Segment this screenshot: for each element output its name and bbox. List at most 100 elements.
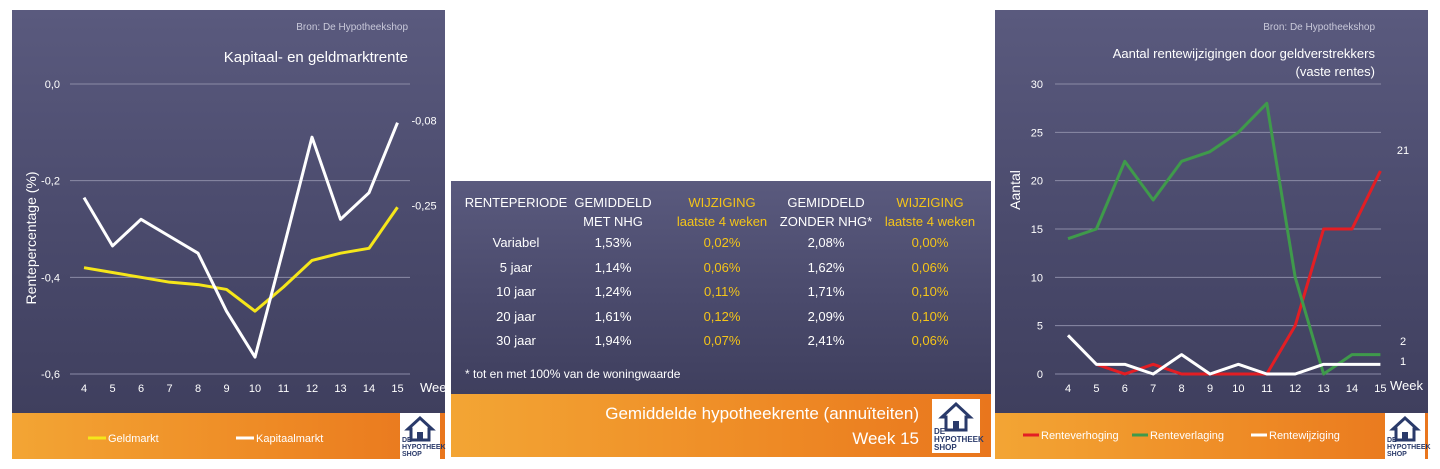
left-x-tick: 8 xyxy=(195,383,201,395)
left-x-tick: 5 xyxy=(109,383,115,395)
right-y-tick: 20 xyxy=(1031,176,1043,188)
right-x-axis-label: Week xyxy=(1390,378,1423,393)
right-x-tick: 9 xyxy=(1207,383,1213,395)
right-x-tick: 5 xyxy=(1093,383,1099,395)
table-cell: 0,12% xyxy=(703,308,741,324)
table-cell: 1,61% xyxy=(594,308,632,324)
right-chart-title: Aantal rentewijzigingen door geldverstre… xyxy=(1113,46,1376,61)
right-series-renteverhoging xyxy=(1095,170,1382,376)
table-cell: 1,71% xyxy=(807,284,845,299)
mortgage-banner: Gemiddelde hypotheekrente (annuïteiten) … xyxy=(451,394,991,457)
right-series-rentewijziging xyxy=(1066,334,1381,376)
table-cell: 2,08% xyxy=(807,235,845,250)
rate-changes-chart: Bron: De Hypotheekshop Aantal rentewijzi… xyxy=(1007,22,1423,395)
right-end-label-rentewijziging: 1 xyxy=(1400,356,1406,368)
table-header: GEMIDDELD xyxy=(787,195,865,210)
left-x-axis-label: Week xyxy=(420,380,445,395)
table-cell: 0,11% xyxy=(704,284,740,299)
table-header: WIJZIGING xyxy=(688,195,756,210)
right-x-tick: 10 xyxy=(1232,383,1244,395)
table-cell: 0,06% xyxy=(703,259,741,275)
table-cell: 1,62% xyxy=(807,259,845,275)
banner-title: Gemiddelde hypotheekrente (annuïteiten) xyxy=(605,404,919,423)
right-chart-subtitle: (vaste rentes) xyxy=(1296,64,1375,79)
right-end-label-renteverlaging: 2 xyxy=(1400,336,1406,348)
left-source: Bron: De Hypotheekshop xyxy=(296,22,408,33)
left-x-tick: 9 xyxy=(223,383,229,395)
right-x-tick: 15 xyxy=(1374,383,1386,395)
left-y-axis-label: Rentepercentage (%) xyxy=(23,171,39,304)
right-x-tick: 4 xyxy=(1065,383,1071,395)
left-legend-bar: Geldmarkt Kapitaalmarkt xyxy=(12,413,445,459)
right-x-tick: 8 xyxy=(1179,383,1185,395)
table-cell: 1,24% xyxy=(594,284,632,299)
left-x-tick: 6 xyxy=(138,383,144,395)
left-chart-panel: Bron: De Hypotheekshop Kapitaal- en geld… xyxy=(12,10,445,413)
mortgage-rate-table: RENTEPERIODE GEMIDDELD MET NHG WIJZIGING laa… xyxy=(451,181,991,394)
left-y-tick: -0,4 xyxy=(41,272,60,284)
table-cell: 0,10% xyxy=(911,308,949,324)
right-y-tick: 0 xyxy=(1037,369,1043,381)
table-cell: 30 jaar xyxy=(496,333,536,348)
right-y-tick: 5 xyxy=(1037,321,1043,333)
table-header: WIJZIGING xyxy=(896,195,964,210)
right-x-tick: 14 xyxy=(1346,383,1358,395)
table-header: GEMIDDELD xyxy=(574,195,652,210)
left-y-tick: -0,6 xyxy=(41,369,60,381)
table-header-sub: laatste 4 weken xyxy=(884,214,976,229)
table-cell: 0,06% xyxy=(911,333,949,348)
capital-money-market-chart: Bron: De Hypotheekshop Kapitaal- en geld… xyxy=(23,22,445,395)
left-end-label-kapitaalmarkt: -0,08 xyxy=(412,116,437,128)
legend-renteverhoging-label: Renteverhoging xyxy=(1041,430,1119,442)
table-cell: 20 jaar xyxy=(496,308,536,324)
house-icon xyxy=(938,401,974,432)
table-cell: 1,53% xyxy=(594,235,632,250)
table-cell: 0,07% xyxy=(703,333,741,348)
right-end-label-renteverhoging: 21 xyxy=(1397,145,1409,157)
legend-renteverlaging-label: Renteverlaging xyxy=(1150,430,1224,442)
right-x-tick: 6 xyxy=(1122,383,1128,395)
logo-middle: DE HYPOTHEEK SHOP xyxy=(932,399,984,453)
left-x-tick: 14 xyxy=(363,383,375,395)
legend-kapitaalmarkt-label: Kapitaalmarkt xyxy=(256,433,323,445)
table-cell: 2,09% xyxy=(807,308,845,324)
right-y-tick: 25 xyxy=(1031,127,1043,139)
left-y-tick: -0,2 xyxy=(41,176,60,188)
table-header-sub: laatste 4 weken xyxy=(676,214,768,229)
legend-geldmarkt-label: Geldmarkt xyxy=(108,433,159,445)
table-header-sub: ZONDER NHG* xyxy=(779,214,873,229)
table-cell: 1,94% xyxy=(594,333,632,348)
left-x-tick: 7 xyxy=(166,383,172,395)
left-y-tick: 0,0 xyxy=(45,79,60,91)
left-x-tick: 10 xyxy=(249,383,261,395)
table-cell: 0,00% xyxy=(911,235,949,250)
table-cell: Variabel xyxy=(492,235,540,250)
left-x-tick: 11 xyxy=(278,383,289,395)
left-x-tick: 12 xyxy=(306,383,318,395)
right-y-tick: 15 xyxy=(1031,224,1043,236)
right-series-renteverlaging xyxy=(1067,101,1381,376)
right-x-tick: 13 xyxy=(1317,383,1329,395)
right-y-axis-label: Aantal xyxy=(1007,170,1023,210)
left-series-kapitaalmarkt xyxy=(82,122,399,359)
table-header: RENTEPERIODE xyxy=(464,195,568,210)
right-chart-panel: Bron: De Hypotheekshop Aantal rentewijzi… xyxy=(995,10,1428,413)
table-cell: 2,41% xyxy=(807,333,845,348)
right-x-tick: 7 xyxy=(1150,383,1156,395)
left-end-label-geldmarkt: -0,25 xyxy=(412,200,437,212)
left-x-tick: 4 xyxy=(81,383,87,395)
left-chart-title: Kapitaal- en geldmarktrente xyxy=(224,49,408,66)
logo-left: DE HYPOTHEEK SHOP xyxy=(400,413,446,459)
right-y-tick: 10 xyxy=(1031,272,1043,284)
banner-week: Week 15 xyxy=(852,429,919,448)
table-cell: 5 jaar xyxy=(499,259,533,275)
right-legend-bar: Renteverhoging Renteverlaging Rentewijzi… xyxy=(995,413,1428,459)
left-series-geldmarkt xyxy=(83,206,399,313)
legend-rentewijziging-label: Rentewijziging xyxy=(1269,430,1340,442)
table-cell: 1,14% xyxy=(594,259,632,275)
right-x-tick: 11 xyxy=(1261,383,1272,395)
table-cell: 0,02% xyxy=(703,235,741,250)
table-cell: 0,10% xyxy=(911,284,949,299)
right-y-tick: 30 xyxy=(1031,79,1043,91)
right-source: Bron: De Hypotheekshop xyxy=(1263,22,1375,33)
